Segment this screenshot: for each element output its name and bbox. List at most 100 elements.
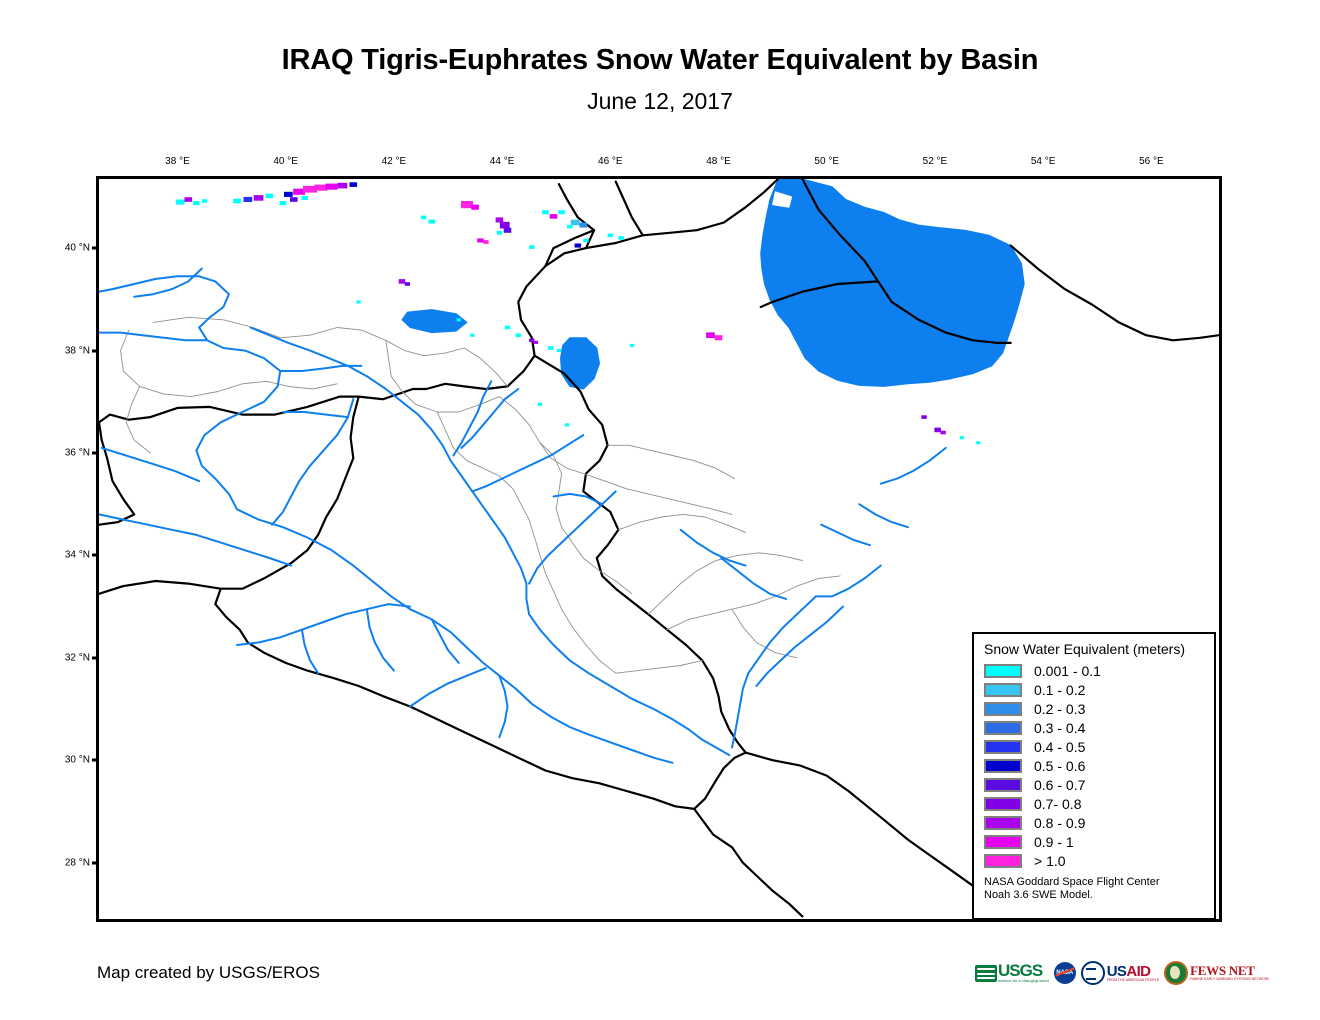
swe-pixel — [495, 217, 504, 223]
legend-item: 0.4 - 0.5 — [982, 737, 1206, 756]
lat-tick-label: 30 °N — [64, 754, 90, 766]
river — [365, 608, 395, 672]
lon-tick-label: 54 °E — [1030, 156, 1056, 167]
basin-boundary — [615, 659, 703, 674]
national-border — [614, 180, 644, 237]
swe-pixel — [290, 197, 298, 202]
national-border — [99, 421, 136, 526]
swe-pixel — [959, 436, 965, 440]
river — [679, 528, 747, 567]
swe-pixel — [564, 423, 570, 427]
swe-pixel — [243, 196, 253, 202]
swe-pixel — [607, 233, 613, 238]
usgs-logo: USGS science for a changing world — [975, 959, 1049, 987]
lake-van — [401, 309, 468, 334]
swe-pixel — [629, 343, 635, 347]
basin-boundary — [125, 385, 151, 454]
legend-item: 0.7- 0.8 — [982, 794, 1206, 813]
legend-label: > 1.0 — [1034, 852, 1066, 869]
swe-pixel — [533, 340, 539, 344]
swe-pixel — [471, 204, 479, 210]
nasa-meatball-icon: NASA — [1053, 962, 1076, 984]
legend-label: 0.4 - 0.5 — [1034, 738, 1086, 755]
legend-source-line2: Noah 3.6 SWE Model. — [984, 889, 1093, 901]
swe-pixel — [477, 238, 484, 243]
swe-pixel — [233, 198, 241, 204]
basin-boundary — [666, 575, 841, 631]
usaid-seal-icon — [1080, 961, 1105, 985]
legend-item: 0.6 - 0.7 — [982, 775, 1206, 794]
usaid-logo: USAID FROM THE AMERICAN PEOPLE — [1080, 959, 1159, 987]
lake-tharthar — [471, 542, 498, 579]
page-subtitle: June 12, 2017 — [587, 88, 733, 114]
swe-pixel — [574, 243, 582, 248]
legend-label: 0.1 - 0.2 — [1034, 681, 1086, 698]
legend-swatch — [984, 663, 1022, 678]
swe-pixel — [404, 282, 411, 286]
swe-pixel — [420, 215, 427, 220]
swe-pixel — [265, 193, 274, 199]
basin-boundary — [731, 608, 798, 659]
legend-item: 0.3 - 0.4 — [982, 718, 1206, 737]
swe-pixel — [537, 402, 543, 406]
legend-title: Snow Water Equivalent (meters) — [984, 641, 1185, 657]
lat-tick-label: 40 °N — [64, 242, 90, 254]
legend-swatch — [984, 701, 1022, 716]
swe-pixel — [356, 300, 361, 304]
river — [460, 388, 520, 449]
caspian-sea — [760, 179, 1025, 387]
basin-boundary — [436, 411, 530, 521]
usgs-logo-tagline: science for a changing world — [998, 977, 1049, 983]
river — [409, 667, 487, 708]
usgs-logo-text: USGS — [998, 960, 1043, 980]
nasa-logo-text: NASA — [1056, 970, 1074, 976]
lat-tick-label: 32 °N — [64, 652, 90, 664]
swe-pixel — [428, 219, 435, 224]
legend-label: 0.5 - 0.6 — [1034, 757, 1086, 774]
basin-boundary — [582, 557, 633, 595]
river — [528, 490, 617, 585]
legend-label: 0.3 - 0.4 — [1034, 719, 1086, 736]
page-title: IRAQ Tigris-Euphrates Snow Water Equival… — [281, 44, 1039, 76]
lon-tick-label: 56 °E — [1139, 156, 1164, 167]
lon-tick-label: 38 °E — [165, 156, 190, 167]
swe-pixel — [567, 224, 573, 229]
basin-boundary — [617, 513, 747, 533]
swe-pixel — [504, 325, 511, 330]
swe-pixel — [558, 210, 565, 215]
basin-boundary — [498, 396, 584, 474]
swe-pixel — [503, 227, 512, 233]
swe-pixel — [284, 191, 293, 197]
swe-pixel — [940, 430, 946, 435]
lat-tick-label: 38 °N — [64, 345, 90, 357]
basin-boundary — [539, 442, 584, 559]
swe-pixel — [529, 338, 535, 343]
usaid-logo-text: USAID — [1107, 964, 1159, 979]
river — [99, 331, 209, 342]
legend-label: 0.6 - 0.7 — [1034, 776, 1086, 793]
river — [133, 267, 203, 298]
river — [471, 434, 585, 493]
swe-pixel — [934, 427, 941, 433]
swe-pixel — [542, 210, 549, 215]
swe-pixel — [470, 333, 475, 337]
swe-pixel — [548, 346, 554, 350]
legend-label: 0.2 - 0.3 — [1034, 700, 1086, 717]
river — [720, 557, 788, 600]
swe-pixel — [570, 219, 580, 226]
lon-tick-label: 50 °E — [814, 156, 840, 167]
basin-boundary — [647, 552, 803, 615]
map-frame — [96, 176, 1222, 922]
fews-net-logo: FEWS NET FAMINE EARLY WARNING SYSTEMS NE… — [1164, 959, 1270, 987]
legend-panel: Snow Water Equivalent (meters) 0.001 - 0… — [972, 632, 1216, 920]
legend-label: 0.001 - 0.1 — [1034, 662, 1101, 679]
swe-pixel — [499, 221, 510, 229]
caspian-inlet-cutout — [772, 191, 793, 208]
lat-tick-label: 36 °N — [64, 447, 90, 459]
legend-swatch — [984, 720, 1022, 735]
legend-swatch — [984, 796, 1022, 811]
river — [99, 275, 217, 293]
swe-pixel — [496, 231, 503, 235]
legend-swatch — [984, 739, 1022, 754]
caspian-bay-cutout — [856, 179, 895, 203]
